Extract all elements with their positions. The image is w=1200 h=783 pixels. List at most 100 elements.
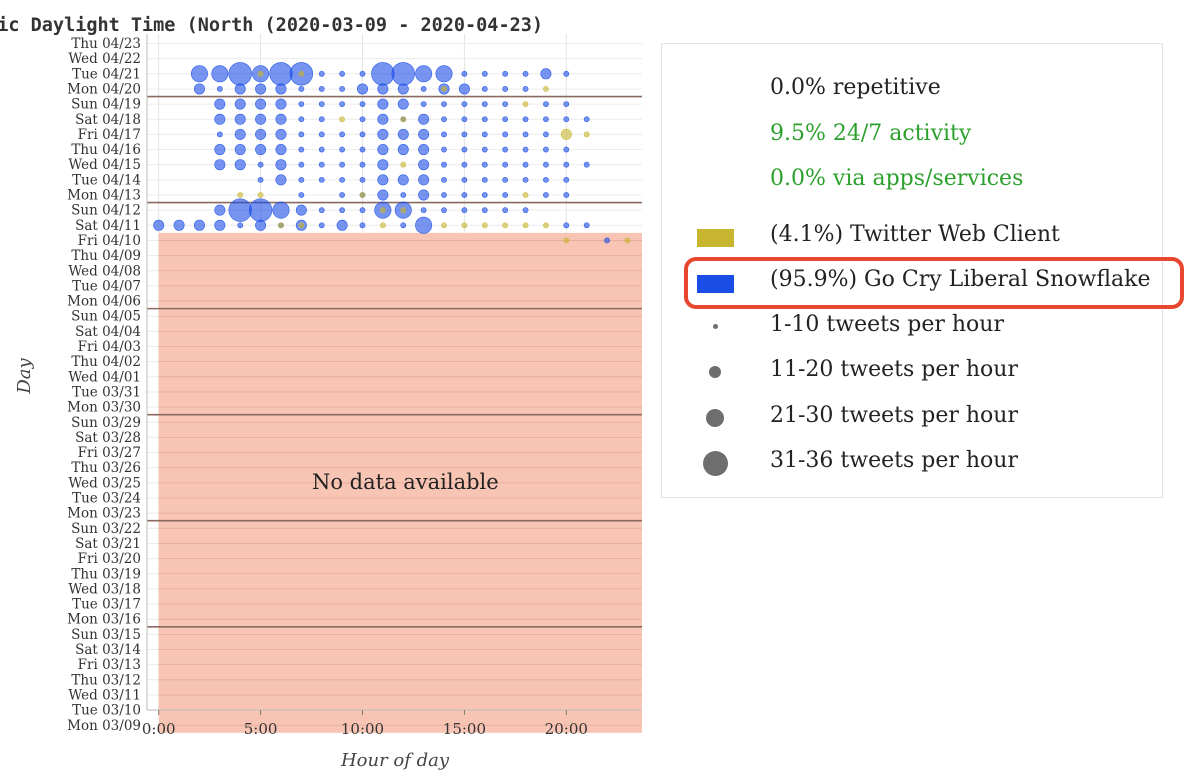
point-go-cry-liberal-snowflake (377, 159, 389, 171)
legend-swatch-twitter-web-client (697, 229, 734, 247)
no-data-label: No data available (312, 470, 499, 494)
point-go-cry-liberal-snowflake (272, 201, 290, 219)
y-tick-label: Sat 04/04 (75, 324, 141, 340)
y-tick-label: Mon 03/09 (67, 718, 141, 734)
y-tick-label: Fri 04/17 (78, 127, 141, 143)
point-go-cry-liberal-snowflake (339, 86, 346, 92)
point-go-cry-liberal-snowflake (318, 146, 325, 153)
chart-title: @JeffFrankMAGA - Pacific Daylight Time (… (0, 15, 543, 36)
point-go-cry-liberal-snowflake (543, 131, 549, 138)
y-tick-label: Sat 03/28 (75, 430, 141, 446)
x-tick-label: 5:00 (244, 720, 278, 738)
point-go-cry-liberal-snowflake (214, 219, 226, 231)
point-go-cry-liberal-snowflake (418, 113, 430, 125)
y-tick-label: Tue 03/31 (72, 384, 141, 400)
y-tick-label: Sat 04/11 (75, 218, 141, 234)
point-go-cry-liberal-snowflake (461, 116, 468, 123)
legend-size-11-20: 11-20 tweets per hour (770, 357, 1018, 382)
y-tick-label: Fri 03/20 (78, 551, 141, 567)
point-go-cry-liberal-snowflake (339, 161, 346, 168)
point-go-cry-liberal-snowflake (336, 219, 348, 231)
y-tick-label: Tue 04/14 (72, 172, 141, 188)
y-tick-label: Sat 03/21 (75, 536, 141, 552)
point-go-cry-liberal-snowflake (216, 86, 223, 92)
point-go-cry-liberal-snowflake (418, 144, 430, 156)
point-go-cry-liberal-snowflake (298, 176, 305, 183)
point-go-cry-liberal-snowflake (522, 70, 529, 77)
point-go-cry-liberal-snowflake (255, 98, 267, 110)
point-go-cry-liberal-snowflake (318, 222, 325, 229)
point-go-cry-liberal-snowflake (563, 222, 570, 229)
point-go-cry-liberal-snowflake (400, 192, 407, 198)
y-tick-label: Tue 04/21 (72, 66, 141, 82)
point-go-cry-liberal-snowflake (275, 144, 287, 156)
point-go-cry-liberal-snowflake (420, 207, 427, 214)
point-go-cry-liberal-snowflake (193, 83, 205, 95)
point-go-cry-liberal-snowflake (502, 86, 509, 92)
point-go-cry-liberal-snowflake (461, 176, 468, 183)
y-tick-label: Sun 04/12 (71, 203, 141, 219)
point-go-cry-liberal-snowflake (441, 207, 447, 214)
point-twitter-web-client (543, 222, 549, 229)
point-go-cry-liberal-snowflake (228, 198, 252, 222)
y-tick-label: Tue 03/10 (72, 703, 141, 719)
point-twitter-web-client (441, 86, 447, 92)
point-twitter-web-client (237, 192, 244, 198)
point-go-cry-liberal-snowflake (441, 146, 447, 153)
y-tick-label: Sun 04/05 (71, 309, 141, 325)
y-tick-label: Sat 03/14 (75, 642, 141, 658)
point-twitter-web-client (461, 222, 468, 229)
point-go-cry-liberal-snowflake (359, 161, 366, 168)
y-tick-label: Thu 04/02 (71, 354, 141, 370)
y-tick-label: Tue 04/07 (72, 278, 141, 294)
point-go-cry-liberal-snowflake (359, 70, 366, 77)
point-go-cry-liberal-snowflake (214, 98, 226, 110)
y-tick-label: Wed 03/18 (68, 581, 141, 597)
point-go-cry-liberal-snowflake (481, 70, 488, 77)
legend-size-dot-1 (713, 324, 718, 329)
x-tick-label: 10:00 (341, 720, 384, 738)
point-twitter-web-client (560, 128, 572, 140)
point-go-cry-liberal-snowflake (275, 159, 287, 171)
point-go-cry-liberal-snowflake (418, 189, 430, 201)
point-go-cry-liberal-snowflake (255, 144, 267, 156)
y-tick-label: Fri 04/10 (78, 233, 141, 249)
point-go-cry-liberal-snowflake (502, 116, 509, 123)
point-go-cry-liberal-snowflake (359, 131, 366, 138)
point-go-cry-liberal-snowflake (415, 216, 433, 234)
point-go-cry-liberal-snowflake (298, 192, 305, 198)
y-tick-label: Wed 04/22 (68, 51, 141, 67)
point-go-cry-liberal-snowflake (543, 161, 549, 168)
point-twitter-web-client (278, 222, 284, 229)
legend-size-1-10: 1-10 tweets per hour (770, 312, 1004, 337)
point-go-cry-liberal-snowflake (435, 65, 453, 83)
point-go-cry-liberal-snowflake (461, 146, 468, 153)
legend-size-21-30: 21-30 tweets per hour (770, 403, 1018, 428)
point-go-cry-liberal-snowflake (522, 131, 529, 138)
legend-swatch-go-cry-liberal-snowflake (697, 275, 734, 293)
week-separators (147, 95, 642, 628)
point-go-cry-liberal-snowflake (190, 65, 208, 83)
point-go-cry-liberal-snowflake (481, 146, 488, 153)
point-go-cry-liberal-snowflake (502, 146, 509, 153)
point-twitter-web-client (359, 192, 366, 198)
legend-source-twitter-web-client: (4.1%) Twitter Web Client (770, 222, 1060, 247)
point-go-cry-liberal-snowflake (502, 207, 509, 214)
point-go-cry-liberal-snowflake (356, 83, 368, 95)
point-go-cry-liberal-snowflake (583, 161, 590, 168)
y-tick-label: Mon 03/30 (67, 400, 141, 416)
legend: 0.0% repetitive 9.5% 24/7 activity 0.0% … (661, 43, 1163, 498)
point-go-cry-liberal-snowflake (153, 219, 165, 231)
point-go-cry-liberal-snowflake (418, 174, 430, 186)
y-tick-label: Wed 03/25 (68, 475, 141, 491)
y-tick-label: Thu 04/09 (71, 248, 141, 264)
point-twitter-web-client (543, 86, 549, 92)
point-go-cry-liberal-snowflake (214, 113, 226, 125)
legend-size-dot-4 (703, 451, 728, 476)
point-go-cry-liberal-snowflake (458, 83, 470, 95)
point-go-cry-liberal-snowflake (275, 174, 287, 186)
point-go-cry-liberal-snowflake (543, 176, 549, 183)
point-go-cry-liberal-snowflake (359, 176, 366, 183)
y-tick-label: Tue 03/17 (72, 597, 141, 613)
x-tick-label: 20:00 (545, 720, 588, 738)
